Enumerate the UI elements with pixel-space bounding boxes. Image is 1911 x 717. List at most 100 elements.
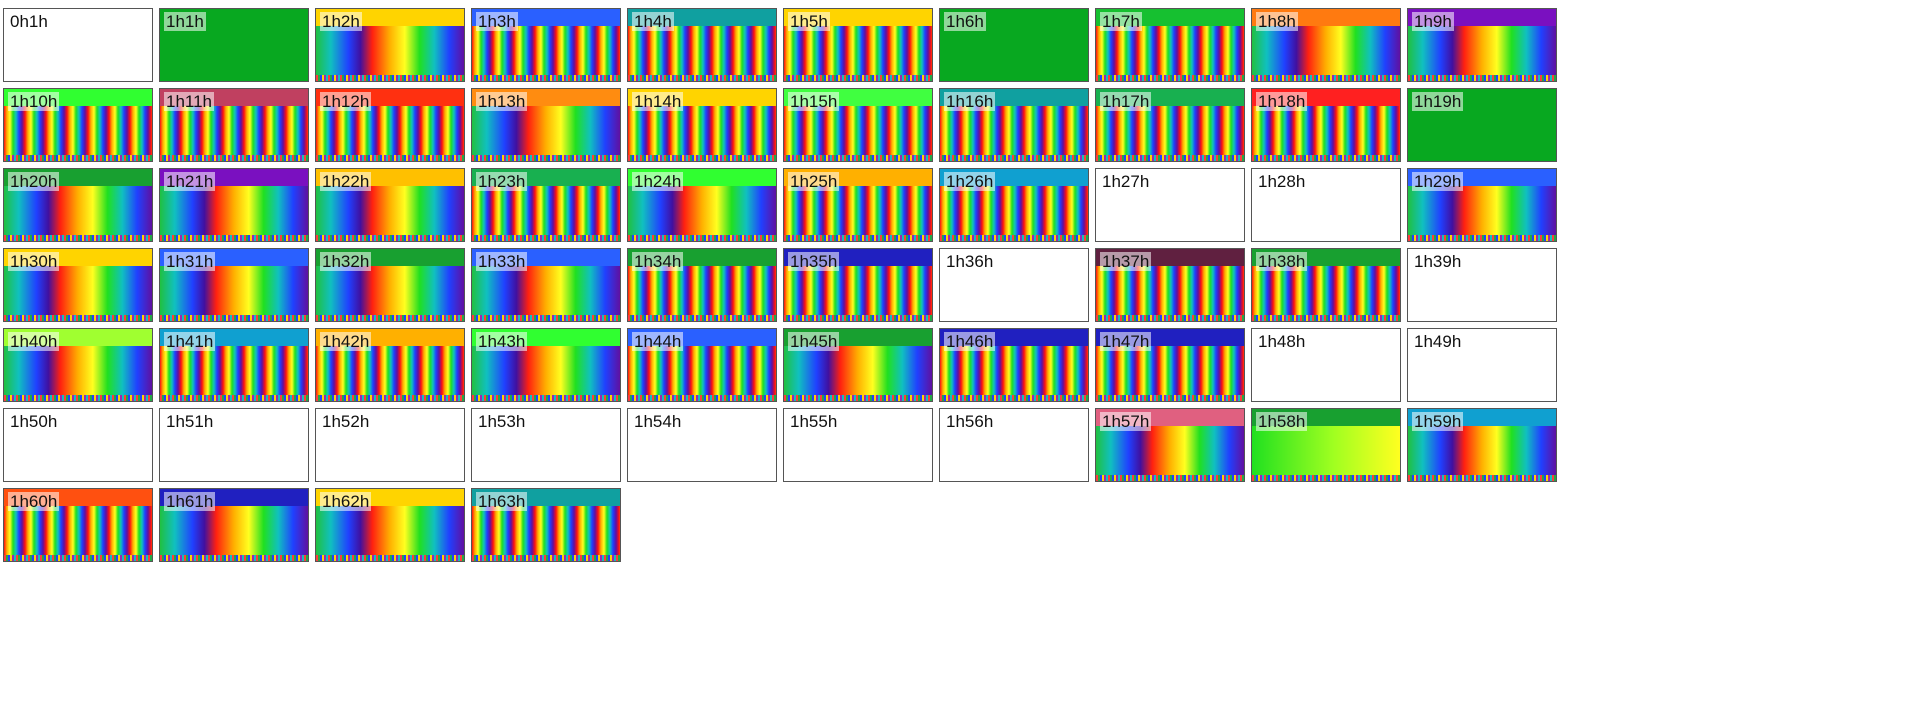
thumbnail-label: 1h33h [476, 252, 528, 271]
thumbnail-noise-strip [784, 155, 932, 161]
thumbnail-tile[interactable]: 1h9h [1407, 8, 1557, 82]
thumbnail-tile[interactable]: 1h63h [471, 488, 621, 562]
thumbnail-tile[interactable]: 1h45h [783, 328, 933, 402]
thumbnail-image [1252, 26, 1400, 75]
thumbnail-tile[interactable]: 1h44h [627, 328, 777, 402]
thumbnail-tile[interactable]: 1h2h [315, 8, 465, 82]
thumbnail-label: 1h57h [1100, 412, 1152, 431]
thumbnail-tile[interactable]: 1h21h [159, 168, 309, 242]
thumbnail-noise-strip [1408, 475, 1556, 481]
thumbnail-tile[interactable]: 1h56h [939, 408, 1089, 482]
thumbnail-image [1096, 346, 1244, 395]
thumbnail-label: 1h19h [1412, 92, 1464, 111]
thumbnail-tile[interactable]: 1h48h [1251, 328, 1401, 402]
thumbnail-label: 1h36h [946, 252, 994, 271]
thumbnail-noise-strip [1096, 315, 1244, 321]
thumbnail-tile[interactable]: 1h24h [627, 168, 777, 242]
thumbnail-tile[interactable]: 1h43h [471, 328, 621, 402]
thumbnail-image [628, 346, 776, 395]
thumbnail-tile[interactable]: 1h10h [3, 88, 153, 162]
thumbnail-noise-strip [472, 235, 620, 241]
thumbnail-noise-strip [784, 395, 932, 401]
thumbnail-tile[interactable]: 1h15h [783, 88, 933, 162]
thumbnail-tile[interactable]: 1h30h [3, 248, 153, 322]
thumbnail-tile[interactable]: 1h25h [783, 168, 933, 242]
thumbnail-label: 1h5h [788, 12, 830, 31]
thumbnail-label: 1h58h [1256, 412, 1308, 431]
thumbnail-tile[interactable]: 1h60h [3, 488, 153, 562]
thumbnail-tile[interactable]: 1h23h [471, 168, 621, 242]
thumbnail-tile[interactable]: 1h14h [627, 88, 777, 162]
thumbnail-tile[interactable]: 1h12h [315, 88, 465, 162]
thumbnail-noise-strip [1096, 155, 1244, 161]
thumbnail-tile[interactable]: 1h36h [939, 248, 1089, 322]
thumbnail-tile[interactable]: 1h62h [315, 488, 465, 562]
thumbnail-tile[interactable]: 1h55h [783, 408, 933, 482]
thumbnail-tile[interactable]: 1h28h [1251, 168, 1401, 242]
thumbnail-tile[interactable]: 1h32h [315, 248, 465, 322]
thumbnail-noise-strip [628, 155, 776, 161]
thumbnail-tile[interactable]: 1h57h [1095, 408, 1245, 482]
thumbnail-tile[interactable]: 1h18h [1251, 88, 1401, 162]
thumbnail-tile[interactable]: 1h49h [1407, 328, 1557, 402]
thumbnail-label: 1h6h [944, 12, 986, 31]
thumbnail-noise-strip [316, 75, 464, 81]
thumbnail-tile[interactable]: 1h54h [627, 408, 777, 482]
thumbnail-tile[interactable]: 1h37h [1095, 248, 1245, 322]
thumbnail-image [4, 186, 152, 235]
thumbnail-tile[interactable]: 1h53h [471, 408, 621, 482]
thumbnail-image [1252, 106, 1400, 155]
thumbnail-tile[interactable]: 1h1h [159, 8, 309, 82]
thumbnail-tile[interactable]: 1h35h [783, 248, 933, 322]
thumbnail-tile[interactable]: 1h33h [471, 248, 621, 322]
thumbnail-tile[interactable]: 1h61h [159, 488, 309, 562]
thumbnail-tile[interactable]: 1h13h [471, 88, 621, 162]
thumbnail-tile[interactable]: 1h27h [1095, 168, 1245, 242]
thumbnail-tile[interactable]: 1h34h [627, 248, 777, 322]
thumbnail-tile[interactable]: 1h26h [939, 168, 1089, 242]
thumbnail-label: 1h29h [1412, 172, 1464, 191]
thumbnail-tile[interactable]: 1h52h [315, 408, 465, 482]
thumbnail-tile[interactable]: 1h41h [159, 328, 309, 402]
thumbnail-tile[interactable]: 1h39h [1407, 248, 1557, 322]
thumbnail-label: 1h13h [476, 92, 528, 111]
thumbnail-tile[interactable]: 1h17h [1095, 88, 1245, 162]
thumbnail-noise-strip [316, 235, 464, 241]
thumbnail-noise-strip [4, 555, 152, 561]
thumbnail-tile[interactable]: 1h38h [1251, 248, 1401, 322]
thumbnail-label: 1h51h [166, 412, 214, 431]
thumbnail-label: 1h21h [164, 172, 216, 191]
thumbnail-image [4, 106, 152, 155]
thumbnail-noise-strip [1408, 75, 1556, 81]
thumbnail-tile[interactable]: 1h31h [159, 248, 309, 322]
thumbnail-label: 1h34h [632, 252, 684, 271]
thumbnail-label: 1h62h [320, 492, 372, 511]
thumbnail-tile[interactable]: 1h59h [1407, 408, 1557, 482]
thumbnail-tile[interactable]: 1h11h [159, 88, 309, 162]
thumbnail-tile[interactable]: 1h6h [939, 8, 1089, 82]
thumbnail-image [316, 506, 464, 555]
thumbnail-label: 1h16h [944, 92, 996, 111]
thumbnail-label: 1h54h [634, 412, 682, 431]
thumbnail-tile[interactable]: 1h42h [315, 328, 465, 402]
thumbnail-noise-strip [160, 395, 308, 401]
thumbnail-tile[interactable]: 1h8h [1251, 8, 1401, 82]
thumbnail-tile[interactable]: 1h20h [3, 168, 153, 242]
thumbnail-tile[interactable]: 1h7h [1095, 8, 1245, 82]
thumbnail-tile[interactable]: 1h29h [1407, 168, 1557, 242]
thumbnail-tile[interactable]: 1h40h [3, 328, 153, 402]
thumbnail-tile[interactable]: 1h58h [1251, 408, 1401, 482]
thumbnail-tile[interactable]: 0h1h [3, 8, 153, 82]
thumbnail-tile[interactable]: 1h51h [159, 408, 309, 482]
thumbnail-tile[interactable]: 1h16h [939, 88, 1089, 162]
thumbnail-tile[interactable]: 1h19h [1407, 88, 1557, 162]
thumbnail-label: 1h37h [1100, 252, 1152, 271]
thumbnail-tile[interactable]: 1h4h [627, 8, 777, 82]
thumbnail-label: 1h28h [1258, 172, 1306, 191]
thumbnail-tile[interactable]: 1h3h [471, 8, 621, 82]
thumbnail-tile[interactable]: 1h5h [783, 8, 933, 82]
thumbnail-tile[interactable]: 1h47h [1095, 328, 1245, 402]
thumbnail-tile[interactable]: 1h46h [939, 328, 1089, 402]
thumbnail-tile[interactable]: 1h50h [3, 408, 153, 482]
thumbnail-tile[interactable]: 1h22h [315, 168, 465, 242]
